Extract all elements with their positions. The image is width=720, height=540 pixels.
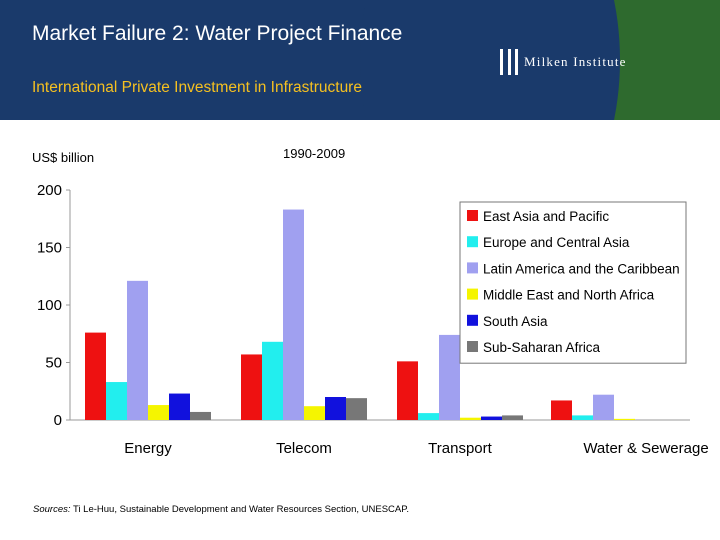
category-label: Transport (428, 440, 492, 457)
legend-swatch (467, 210, 478, 221)
bar (346, 398, 367, 420)
source-prefix: Sources: (33, 504, 71, 515)
legend-label: Sub-Saharan Africa (483, 340, 601, 355)
header-curve (360, 0, 620, 120)
bar (439, 334, 460, 420)
legend-label: Europe and Central Asia (483, 235, 630, 250)
bar (127, 280, 148, 420)
legend-label: Latin America and the Caribbean (483, 261, 680, 276)
y-tick-label: 0 (54, 412, 62, 429)
legend-swatch (467, 262, 478, 274)
bar (325, 397, 346, 420)
source-text: Ti Le-Huu, Sustainable Development and W… (72, 504, 409, 515)
bar (614, 418, 635, 420)
bar (593, 394, 614, 420)
bar (106, 382, 127, 420)
legend-swatch (467, 341, 478, 352)
columns-icon (500, 49, 518, 75)
slide-title: Market Failure 2: Water Project Finance (32, 22, 403, 45)
bar (262, 341, 283, 420)
bar (460, 417, 481, 420)
milken-logo: Milken Institute (500, 48, 627, 76)
category-label: Energy (124, 440, 172, 457)
header-banner: Market Failure 2: Water Project Finance … (0, 0, 720, 120)
bar (241, 354, 262, 420)
bar (481, 416, 502, 420)
bar (502, 415, 523, 420)
legend-label: East Asia and Pacific (483, 209, 609, 224)
legend-box (459, 201, 687, 364)
legend-label: South Asia (483, 314, 548, 329)
y-tick-label: 150 (37, 240, 62, 257)
period-label: 1990-2009 (283, 146, 346, 161)
bar (418, 413, 439, 420)
legend-swatch (467, 236, 478, 248)
source-note: Sources: Ti Le-Huu, Sustainable Developm… (33, 504, 409, 515)
bar (169, 393, 190, 420)
category-label: Water & Sewerage (583, 440, 708, 457)
legend-swatch (467, 288, 478, 300)
y-tick-label: 50 (45, 355, 62, 372)
bar (190, 411, 211, 420)
bar (283, 209, 304, 420)
bar (572, 415, 593, 420)
bar (304, 406, 325, 420)
category-label: Telecom (276, 440, 332, 457)
logo-text: Milken Institute (524, 54, 627, 69)
bar-chart: 0 50 100 150 200 Energy Telecom Transport Water … (37, 182, 709, 457)
legend-swatch (467, 314, 478, 326)
y-tick-label: 100 (37, 297, 62, 314)
y-tick-label: 200 (37, 182, 62, 199)
slide-subtitle: International Private Investment in Infr… (32, 79, 362, 96)
bar (148, 405, 169, 420)
bar (397, 361, 418, 420)
bar (551, 400, 572, 420)
legend-label: Middle East and North Africa (483, 288, 655, 303)
bar (85, 332, 106, 420)
units-label: US$ billion (32, 150, 95, 165)
